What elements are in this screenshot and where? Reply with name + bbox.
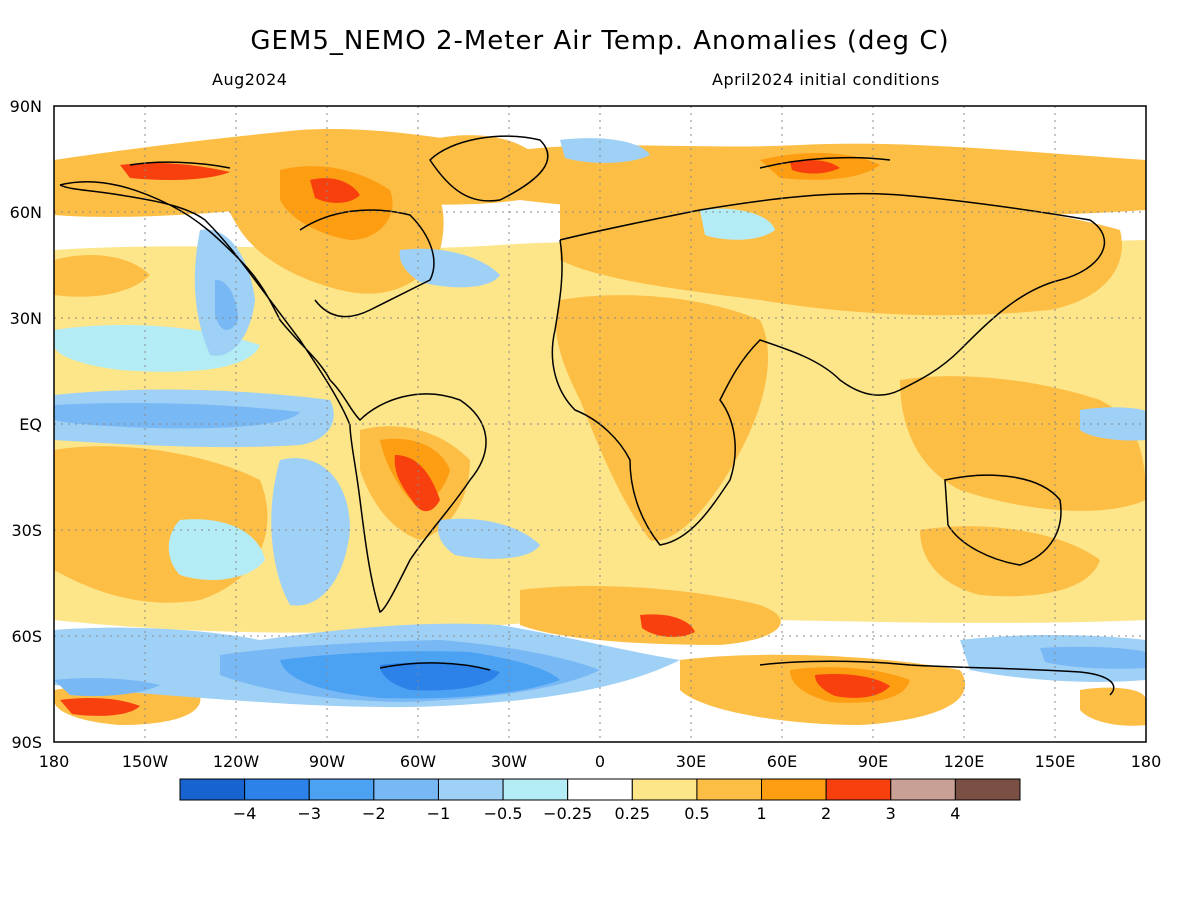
- lat-tick-label: 60N: [10, 203, 42, 222]
- colorbar-swatch: [631, 778, 698, 801]
- lat-tick-label: EQ: [19, 415, 42, 434]
- colorbar-swatch: [244, 778, 310, 801]
- coastlines: [59, 135, 1115, 696]
- colorbar-label: 2: [821, 804, 831, 823]
- colorbar-swatch: [761, 778, 827, 801]
- colorbar-swatch: [308, 778, 375, 801]
- lat-tick-label: 30S: [11, 521, 42, 540]
- map-frame: [53, 105, 1147, 743]
- lon-tick-label: 0: [595, 752, 605, 771]
- valid-month-label: Aug2024: [212, 70, 288, 89]
- colorbar-label: 1: [756, 804, 766, 823]
- lon-tick-label: 180: [39, 752, 70, 771]
- lon-tick-label: 60E: [767, 752, 797, 771]
- colorbar-label: −4: [233, 804, 257, 823]
- colorbar-swatch: [890, 778, 956, 801]
- lon-tick-label: 150E: [1035, 752, 1076, 771]
- lon-tick-label: 30E: [676, 752, 706, 771]
- colorbar-swatch: [825, 778, 892, 801]
- lon-tick-label: 180: [1131, 752, 1162, 771]
- lat-tick-label: 90N: [10, 97, 42, 116]
- colorbar-label: 0.25: [614, 804, 650, 823]
- colorbar: −4 −3 −2 −1 −0.5 −0.25 0.25 0.5 1 2 3 4: [179, 778, 1021, 823]
- colorbar-swatch: [179, 778, 246, 801]
- colorbar-label: −0.25: [543, 804, 592, 823]
- init-conditions-label: April2024 initial conditions: [712, 70, 940, 89]
- lon-tick-label: 60W: [400, 752, 436, 771]
- colorbar-label: −0.5: [484, 804, 523, 823]
- colorbar-label: 0.5: [684, 804, 709, 823]
- colorbar-swatch: [502, 778, 569, 801]
- colorbar-label: 4: [950, 804, 960, 823]
- lat-tick-label: 60S: [11, 627, 42, 646]
- map-title: GEM5_NEMO 2-Meter Air Temp. Anomalies (d…: [250, 26, 950, 56]
- lat-tick-label: 90S: [11, 733, 42, 752]
- colorbar-swatch: [373, 778, 439, 801]
- lon-tick-label: 90W: [309, 752, 345, 771]
- colorbar-swatch: [567, 778, 633, 801]
- colorbar-swatch: [696, 778, 763, 801]
- lon-tick-label: 120E: [944, 752, 985, 771]
- lon-tick-label: 120W: [213, 752, 260, 771]
- graticule: [54, 106, 1146, 742]
- lat-tick-label: 30N: [10, 309, 42, 328]
- colorbar-label: −3: [297, 804, 321, 823]
- colorbar-swatch: [954, 778, 1021, 801]
- colorbar-swatch: [437, 778, 504, 801]
- lon-tick-label: 90E: [858, 752, 888, 771]
- lon-tick-label: 30W: [491, 752, 527, 771]
- colorbar-label: −1: [427, 804, 451, 823]
- lon-tick-label: 150W: [122, 752, 169, 771]
- colorbar-label: 3: [886, 804, 896, 823]
- colorbar-label: −2: [362, 804, 386, 823]
